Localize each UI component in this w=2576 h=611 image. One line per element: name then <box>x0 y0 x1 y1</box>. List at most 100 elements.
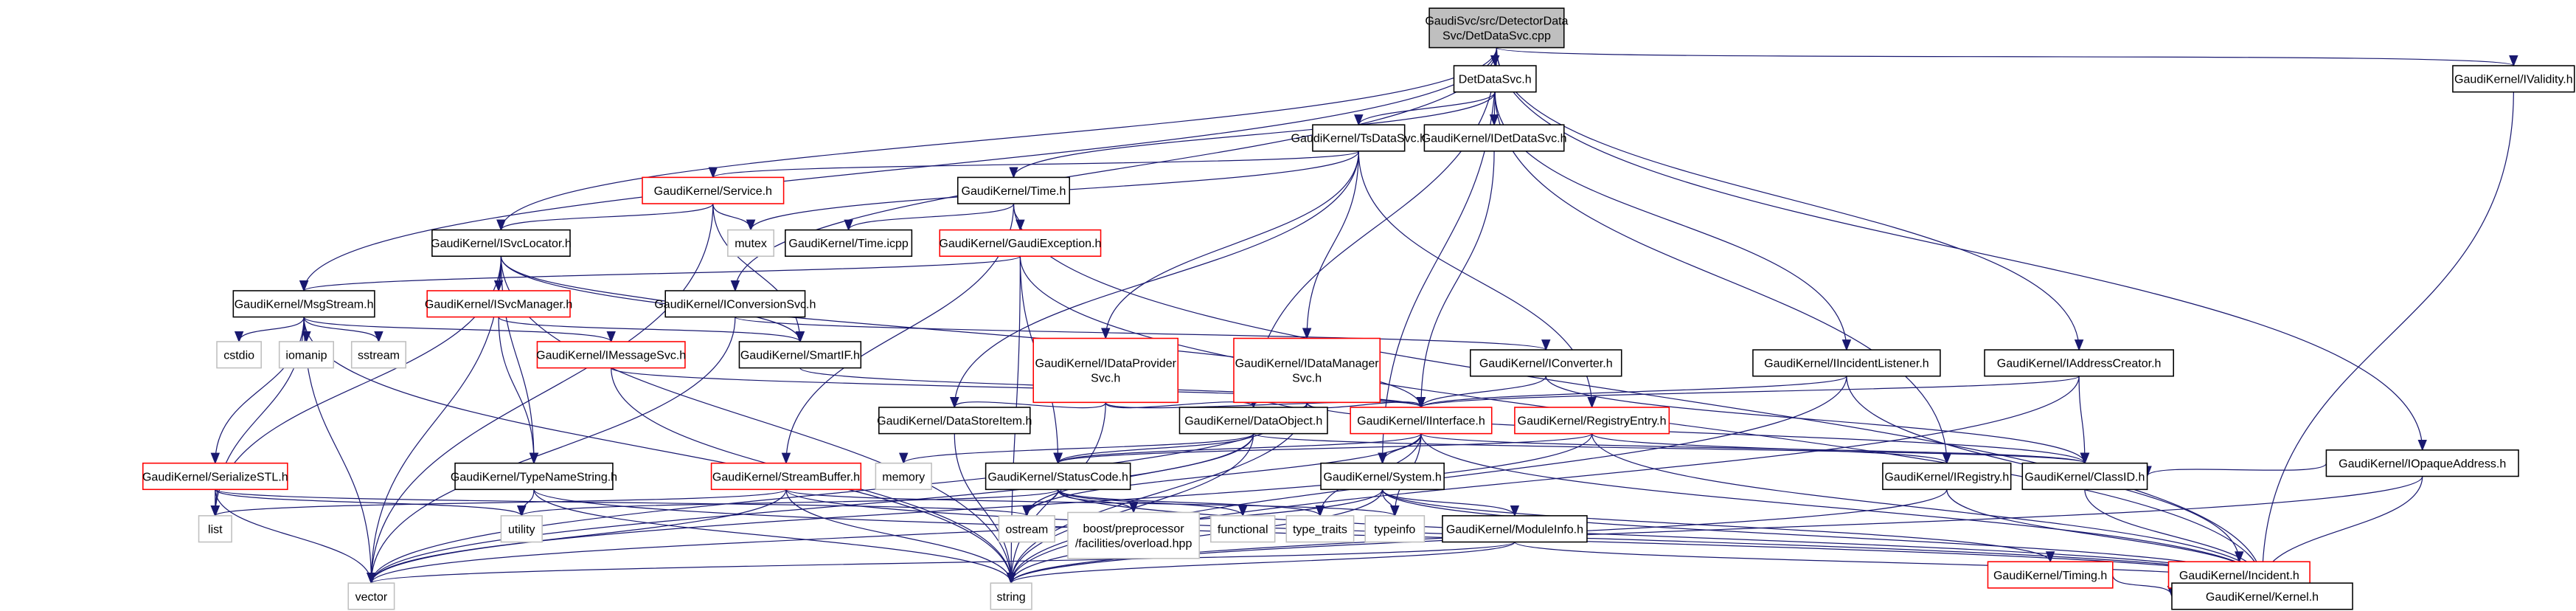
node-gaudikernel-registryentry-h[interactable]: GaudiKernel/RegistryEntry.h <box>1514 407 1670 435</box>
node-gaudikernel-statuscode-h[interactable]: GaudiKernel/StatusCode.h <box>985 462 1131 491</box>
node-gaudikernel-imessagesvc-h[interactable]: GaudiKernel/IMessageSvc.h <box>536 341 686 369</box>
node-gaudikernel-typenamestring-h[interactable]: GaudiKernel/TypeNameString.h <box>451 462 617 491</box>
node-label: GaudiKernel/RegistryEntry.h <box>1518 415 1667 428</box>
node-ostream: ostream <box>998 515 1055 543</box>
node-gaudikernel-classid-h[interactable]: GaudiKernel/ClassID.h <box>2021 462 2148 491</box>
node-gaudikernel-isvclocator-h[interactable]: GaudiKernel/ISvcLocator.h <box>431 229 572 258</box>
node-gaudikernel-isvcmanager-h[interactable]: GaudiKernel/ISvcManager.h <box>425 290 572 318</box>
edge-gaudikernel-registryentry-h-to-gaudikernel-statuscode-h <box>1053 433 1593 465</box>
edge-gaudikernel-registryentry-h-to-vector <box>367 433 1593 584</box>
edge-gaudikernel-tsdatasvc-h-to-gaudikernel-idatamanagersvc-h <box>1302 151 1359 340</box>
node-label: GaudiKernel/Incident.h <box>2179 569 2299 582</box>
edge-gaudikernel-streambuffer-h-to-typeinfo <box>785 489 1400 517</box>
node-box <box>2452 65 2575 93</box>
node-detdatasvc-h[interactable]: DetDataSvc.h <box>1453 65 1537 93</box>
node-label: boost/preprocessor <box>1083 522 1185 535</box>
edge-gaudikernel-iincidentlistener-h-to-gaudikernel-iinterface-h <box>1417 376 1847 409</box>
node-gaudikernel-system-h[interactable]: GaudiKernel/System.h <box>1320 462 1445 491</box>
node-gaudisvc-src-detectordatasvc-detdatasvc-cpp[interactable]: GaudiSvc/src/DetectorData Svc/DetDataSvc.… <box>1425 7 1569 49</box>
node-gaudikernel-datastoreitem-h[interactable]: GaudiKernel/DataStoreItem.h <box>877 407 1032 435</box>
node-label: GaudiKernel/Kernel.h <box>2206 590 2319 604</box>
node-gaudikernel-ivalidity-h[interactable]: GaudiKernel/IValidity.h <box>2452 65 2575 93</box>
node-gaudikernel-streambuffer-h[interactable]: GaudiKernel/StreamBuffer.h <box>710 462 862 491</box>
node-box <box>957 176 1070 204</box>
edge-gaudikernel-time-h-to-gaudikernel-kernel-h <box>1013 203 2267 584</box>
node-gaudikernel-timing-h[interactable]: GaudiKernel/Timing.h <box>1987 561 2114 589</box>
node-gaudikernel-smartif-h[interactable]: GaudiKernel/SmartIF.h <box>738 341 862 369</box>
node-gaudikernel-service-h[interactable]: GaudiKernel/Service.h <box>642 176 785 204</box>
node-label: vector <box>355 590 388 604</box>
node-gaudikernel-idatamanagersvc-h[interactable]: GaudiKernel/IDataManager Svc.h <box>1233 337 1381 404</box>
edge-gaudikernel-service-h-to-gaudikernel-smartif-h <box>712 203 805 343</box>
node-label: GaudiKernel/Time.icpp <box>788 237 908 250</box>
edge-gaudikernel-typenamestring-h-to-string <box>533 489 1016 584</box>
node-label: GaudiKernel/IIncidentListener.h <box>1764 357 1929 370</box>
node-type-traits: type_traits <box>1285 515 1355 543</box>
edge-gaudikernel-gaudiexception-h-to-gaudikernel-msgstream-h <box>299 255 1021 292</box>
node-gaudikernel-iregistry-h[interactable]: GaudiKernel/IRegistry.h <box>1882 462 2012 491</box>
node-cstdio: cstdio <box>216 341 262 369</box>
node-box <box>1320 462 1445 491</box>
node-label: GaudiKernel/IDataProvider <box>1035 357 1176 370</box>
edge-gaudisvc-src-detectordatasvc-detdatasvc-cpp-to-gaudikernel-msgstream-h <box>299 47 1498 292</box>
edge-gaudikernel-msgstream-h-to-gaudikernel-serializestl-h <box>210 317 305 465</box>
edge-gaudikernel-system-h-to-typeinfo <box>1381 489 1400 517</box>
node-box <box>878 407 1031 435</box>
node-gaudikernel-gaudiexception-h[interactable]: GaudiKernel/GaudiException.h <box>939 229 1101 258</box>
node-box <box>350 341 407 369</box>
node-gaudikernel-iconverter-h[interactable]: GaudiKernel/IConverter.h <box>1469 349 1622 377</box>
node-box <box>875 462 932 491</box>
node-functional: functional <box>1210 515 1276 543</box>
node-gaudikernel-serializestl-h[interactable]: GaudiKernel/SerializeSTL.h <box>142 462 288 491</box>
node-box <box>1442 515 1588 543</box>
node-gaudikernel-iaddresscreator-h[interactable]: GaudiKernel/IAddressCreator.h <box>1984 349 2174 377</box>
node-gaudikernel-idataprovidersvc-h[interactable]: GaudiKernel/IDataProvider Svc.h <box>1032 337 1179 404</box>
node-box <box>1882 462 2012 491</box>
node-gaudikernel-dataobject-h[interactable]: GaudiKernel/DataObject.h <box>1178 407 1328 435</box>
node-list: list <box>198 515 232 543</box>
edge-gaudikernel-msgstream-h-to-sstream <box>303 317 383 343</box>
node-label: GaudiKernel/ISvcManager.h <box>425 298 572 311</box>
node-gaudikernel-tsdatasvc-h[interactable]: GaudiKernel/TsDataSvc.h <box>1291 124 1426 152</box>
node-label: GaudiKernel/GaudiException.h <box>939 237 1101 250</box>
node-gaudikernel-iconversionsvc-h[interactable]: GaudiKernel/IConversionSvc.h <box>654 290 816 318</box>
node-box <box>1364 515 1426 543</box>
node-box <box>990 582 1032 610</box>
node-gaudikernel-kernel-h[interactable]: GaudiKernel/Kernel.h <box>2171 582 2353 610</box>
edge-gaudikernel-idataprovidersvc-h-to-gaudikernel-dataobject-h <box>1105 396 1258 409</box>
node-gaudikernel-iinterface-h[interactable]: GaudiKernel/IInterface.h <box>1350 407 1493 435</box>
node-box <box>1312 124 1406 152</box>
node-gaudikernel-iopaqueaddress-h[interactable]: GaudiKernel/IOpaqueAddress.h <box>2325 449 2519 477</box>
edge-gaudikernel-idatamanagersvc-h-to-string <box>1006 402 1308 584</box>
node-label: GaudiKernel/StatusCode.h <box>987 470 1128 483</box>
edge-gaudikernel-isvclocator-h-to-gaudikernel-smartif-h <box>500 256 805 343</box>
edge-gaudikernel-dataobject-h-to-gaudikernel-statuscode-h <box>1053 433 1254 465</box>
node-gaudikernel-moduleinfo-h[interactable]: GaudiKernel/ModuleInfo.h <box>1442 515 1588 543</box>
edge-gaudikernel-registryentry-h-to-gaudikernel-iregistry-h <box>1591 433 1951 465</box>
edge-gaudikernel-statuscode-h-to-ostream <box>1022 489 1059 517</box>
node-box <box>1514 407 1670 435</box>
node-label: GaudiKernel/MsgStream.h <box>235 298 374 311</box>
node-label: ostream <box>1005 523 1048 536</box>
node-label: GaudiKernel/ModuleInfo.h <box>1446 523 1583 536</box>
edge-gaudikernel-service-h-to-gaudikernel-isvclocator-h <box>496 203 714 232</box>
node-label: GaudiKernel/IDataManager <box>1235 357 1380 370</box>
edge-gaudikernel-statuscode-h-to-utility <box>517 489 1059 517</box>
edge-gaudikernel-msgstream-h-to-gaudikernel-imessagesvc-h <box>303 317 616 343</box>
node-gaudikernel-time-icpp[interactable]: GaudiKernel/Time.icpp <box>785 229 913 258</box>
node-gaudikernel-time-h[interactable]: GaudiKernel/Time.h <box>957 176 1070 204</box>
node-label: mutex <box>735 237 767 250</box>
node-gaudikernel-msgstream-h[interactable]: GaudiKernel/MsgStream.h <box>232 290 375 318</box>
node-box <box>664 290 806 318</box>
node-boost-preprocessor-facilities-overload-hpp: boost/preprocessor/facilities/overload.h… <box>1067 511 1200 559</box>
node-box <box>1350 407 1493 435</box>
node-gaudikernel-idetdatasvc-h[interactable]: GaudiKernel/IDetDataSvc.h <box>1422 124 1567 152</box>
node-gaudikernel-iincidentlistener-h[interactable]: GaudiKernel/IIncidentListener.h <box>1752 349 1941 377</box>
edge-gaudikernel-iconverter-h-to-gaudikernel-iinterface-h <box>1416 376 1546 409</box>
node-label: GaudiKernel/IInterface.h <box>1357 415 1485 428</box>
node-label: GaudiKernel/IConversionSvc.h <box>654 298 816 311</box>
edge-gaudisvc-src-detectordatasvc-detdatasvc-cpp-to-gaudikernel-iaddresscreator-h <box>1496 47 2084 351</box>
edge-gaudikernel-serializestl-h-to-vector <box>215 489 376 584</box>
node-box <box>142 462 288 491</box>
